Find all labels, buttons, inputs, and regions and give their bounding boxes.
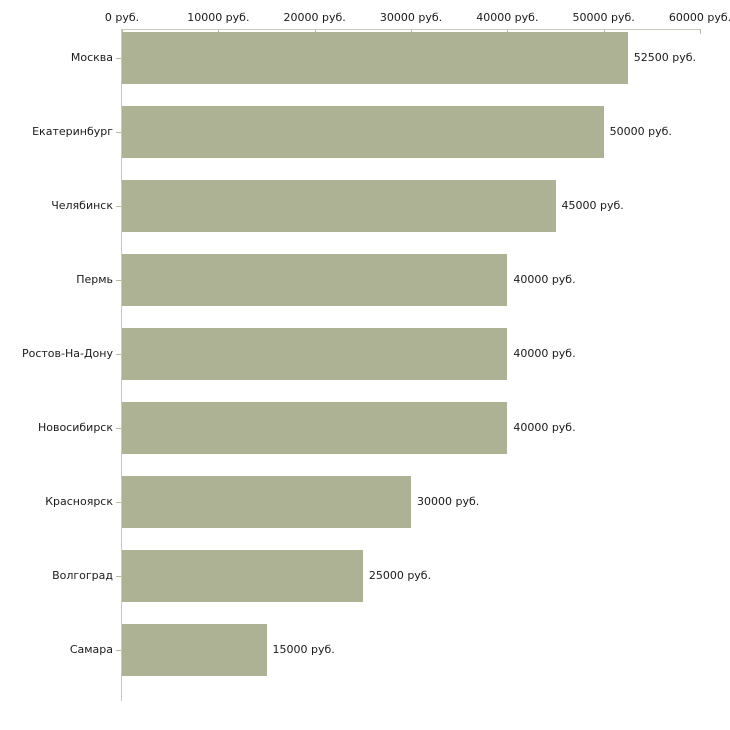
x-axis-tick-label: 30000 руб. bbox=[379, 11, 443, 24]
bar-value-label: 52500 руб. bbox=[633, 51, 697, 64]
category-label-wrap: Самара bbox=[0, 643, 113, 656]
category-label-wrap: Екатеринбург bbox=[0, 125, 113, 138]
bar[interactable] bbox=[122, 402, 508, 454]
x-axis-tick-label: 10000 руб. bbox=[187, 11, 250, 24]
x-axis-tick-label: 40000 руб. bbox=[476, 11, 539, 24]
y-axis-tick bbox=[116, 502, 121, 503]
y-axis-tick bbox=[116, 58, 121, 59]
x-axis-tick bbox=[507, 29, 509, 34]
category-label-wrap: Москва bbox=[0, 51, 113, 64]
bar-value-label: 50000 руб. bbox=[609, 125, 672, 138]
bar-value-label: 40000 руб. bbox=[513, 421, 576, 434]
category-label-wrap: Новосибирск bbox=[0, 421, 113, 434]
category-label: Екатеринбург bbox=[32, 125, 113, 138]
bar[interactable] bbox=[122, 32, 628, 84]
x-axis-tick-label: 60000 руб. bbox=[668, 11, 730, 24]
category-label: Челябинск bbox=[51, 199, 113, 212]
bar-value-label: 25000 руб. bbox=[368, 569, 432, 582]
bar-value-label: 30000 руб. bbox=[417, 495, 480, 508]
bar-value-label: 40000 руб. bbox=[513, 347, 576, 360]
bar[interactable] bbox=[122, 624, 267, 676]
y-axis-tick bbox=[116, 280, 121, 281]
category-label-wrap: Красноярск bbox=[0, 495, 113, 508]
y-axis-tick bbox=[116, 132, 121, 133]
y-axis-tick bbox=[116, 576, 121, 577]
x-axis-tick-label: 0 руб. bbox=[104, 11, 140, 24]
bar[interactable] bbox=[122, 550, 363, 602]
y-axis-tick bbox=[116, 650, 121, 651]
bar[interactable] bbox=[122, 180, 556, 232]
x-axis-tick bbox=[122, 29, 123, 34]
category-label-wrap: Ростов-На-Дону bbox=[0, 347, 113, 360]
x-axis-tick bbox=[700, 29, 701, 34]
category-label: Новосибирск bbox=[37, 421, 113, 434]
bar-value-label: 15000 руб. bbox=[272, 643, 335, 656]
x-axis-tick bbox=[218, 29, 220, 34]
x-axis-tick bbox=[411, 29, 412, 34]
x-axis-tick-label: 50000 руб. bbox=[572, 11, 635, 24]
category-label: Москва bbox=[70, 51, 113, 64]
y-axis-line bbox=[121, 29, 122, 701]
category-label: Ростов-На-Дону bbox=[21, 347, 113, 360]
category-label-wrap: Челябинск bbox=[0, 199, 113, 212]
bar[interactable] bbox=[122, 476, 411, 528]
bar[interactable] bbox=[122, 106, 604, 158]
bar[interactable] bbox=[122, 328, 508, 380]
x-axis-tick bbox=[603, 29, 605, 34]
category-label-wrap: Пермь bbox=[0, 273, 113, 286]
y-axis-tick bbox=[116, 206, 121, 207]
category-label: Пермь bbox=[76, 273, 113, 286]
category-label-wrap: Волгоград bbox=[0, 569, 113, 582]
category-label: Красноярск bbox=[45, 495, 113, 508]
bar[interactable] bbox=[122, 254, 508, 306]
x-axis-tick-label: 20000 руб. bbox=[283, 11, 346, 24]
y-axis-tick bbox=[116, 428, 121, 429]
x-axis-tick bbox=[314, 29, 316, 34]
bar-value-label: 40000 руб. bbox=[513, 273, 576, 286]
category-label: Самара bbox=[69, 643, 113, 656]
category-label: Волгоград bbox=[52, 569, 113, 582]
bar-value-label: 45000 руб. bbox=[561, 199, 624, 212]
y-axis-tick bbox=[116, 354, 121, 355]
